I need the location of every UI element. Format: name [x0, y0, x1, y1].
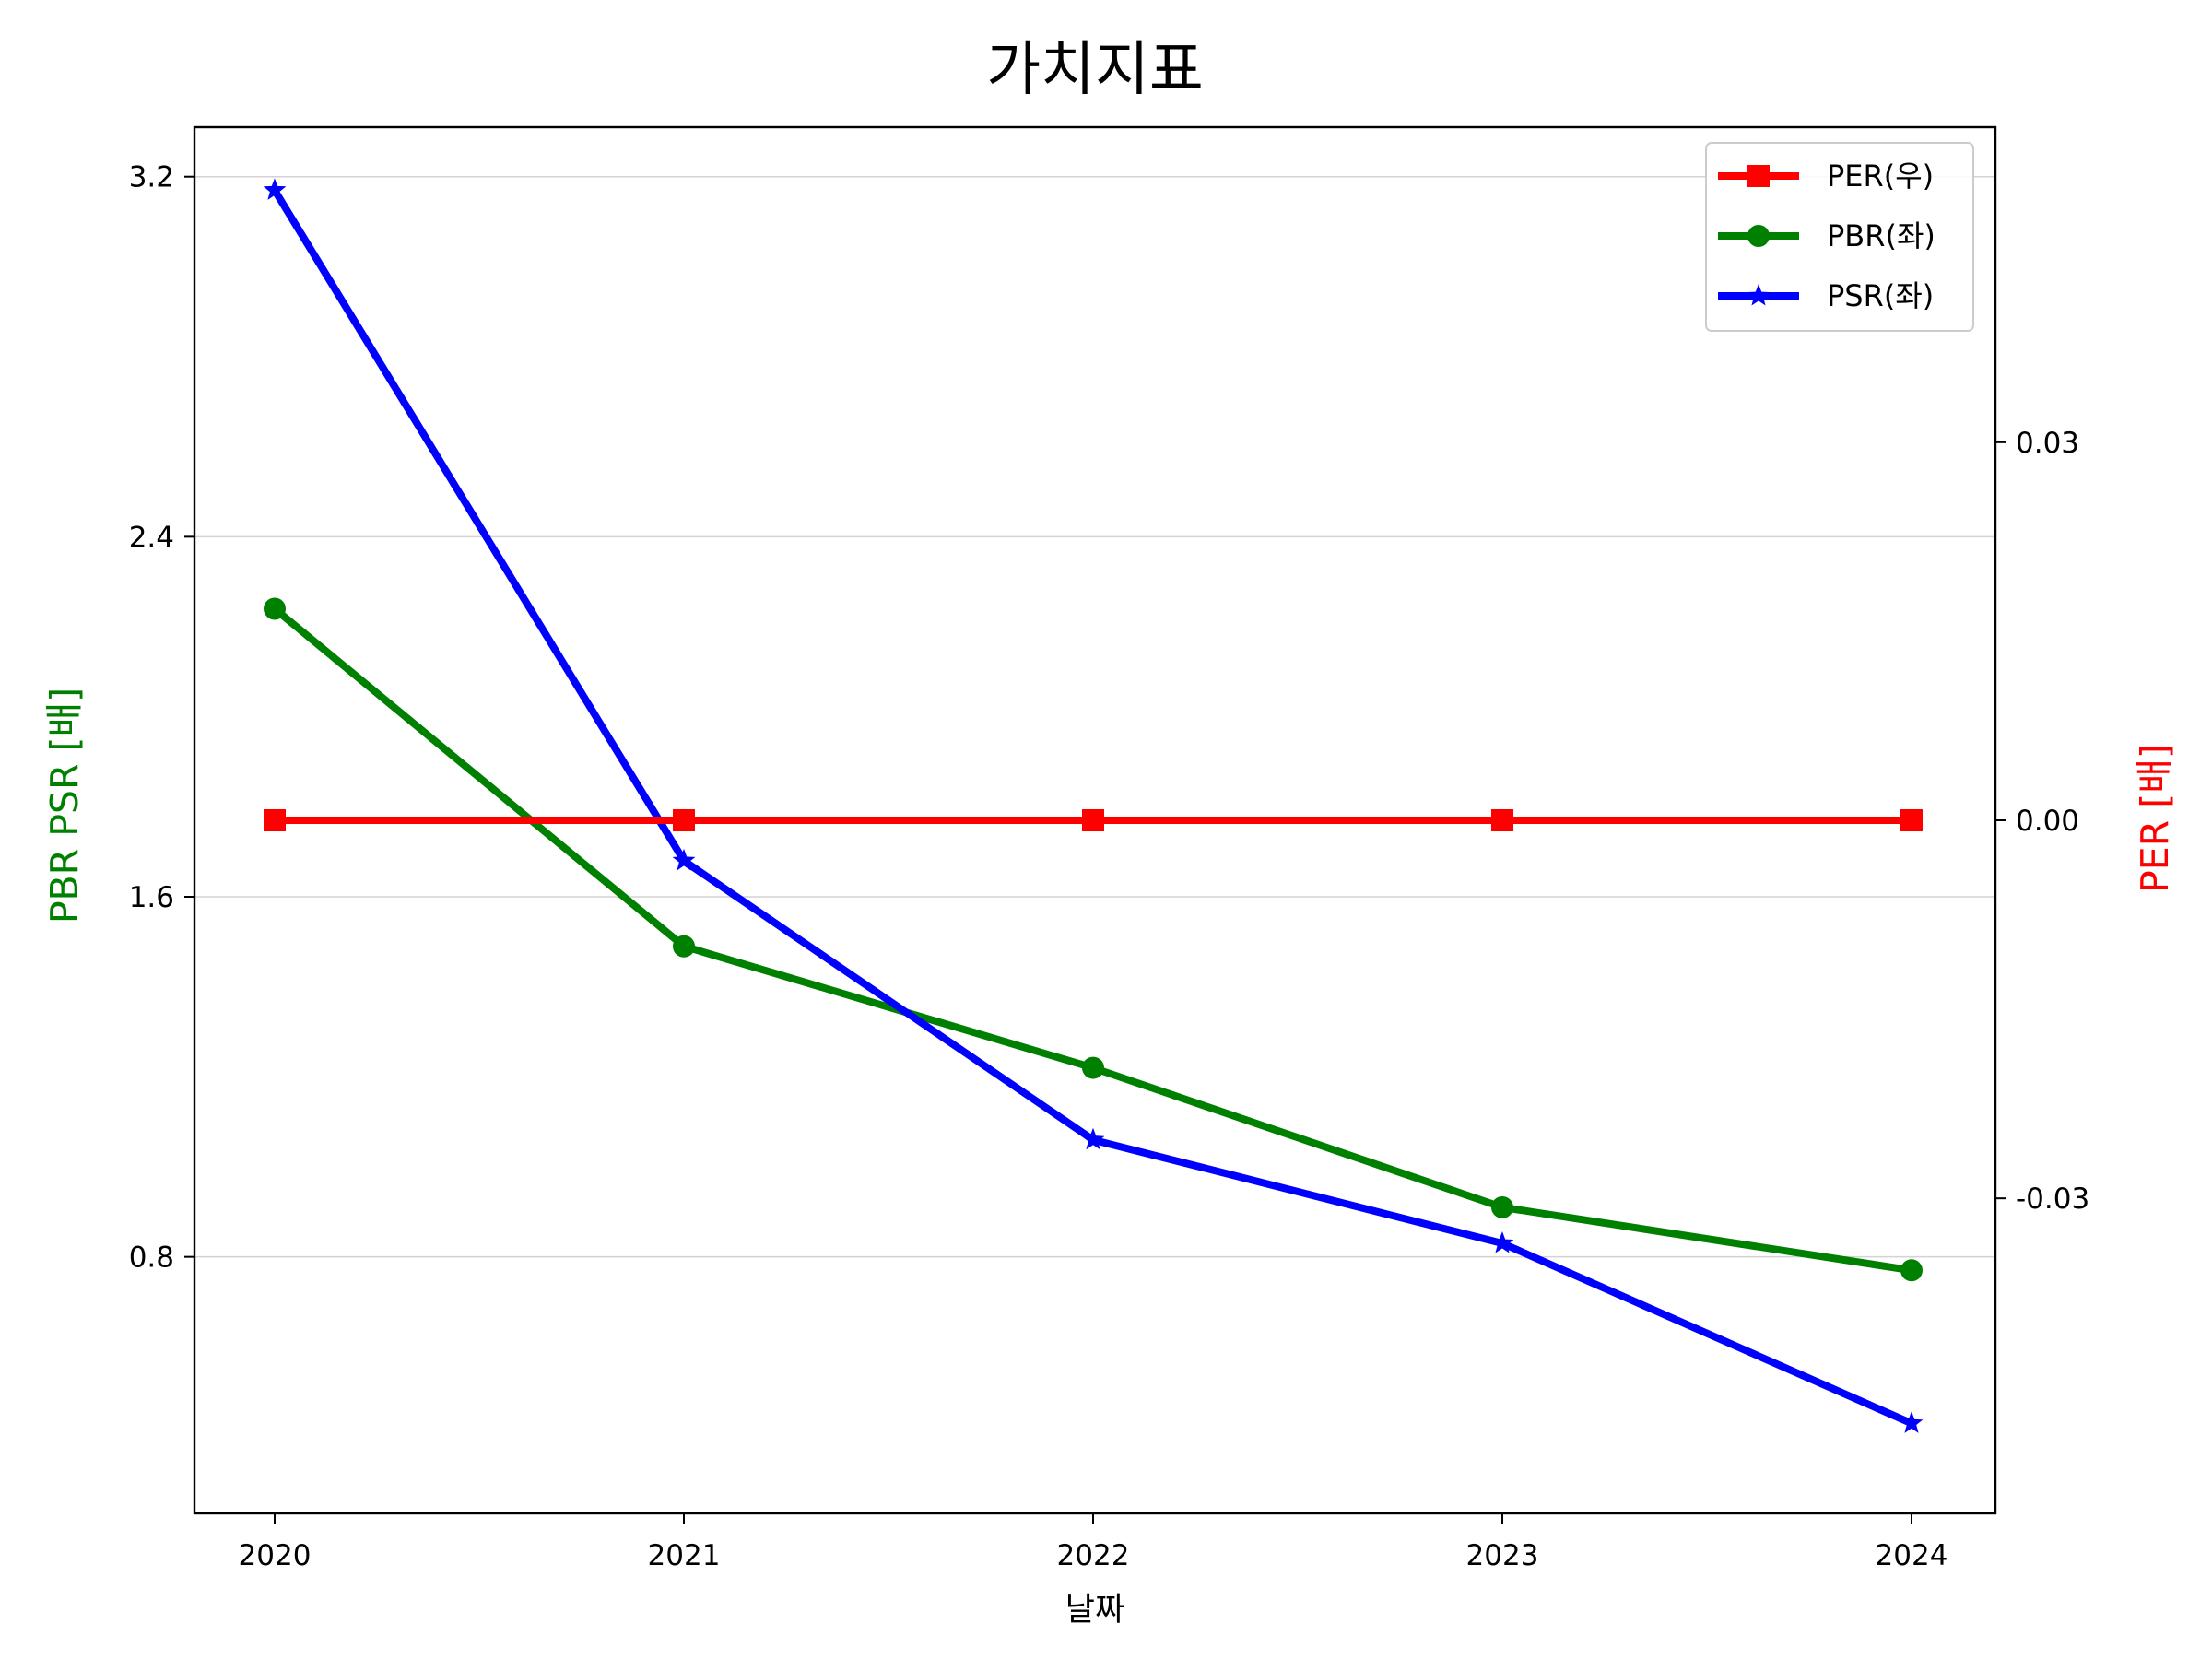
data-point — [1491, 1195, 1513, 1218]
y-tick-label-left: 2.4 — [129, 521, 174, 554]
data-point — [264, 597, 286, 620]
x-tick-label: 2020 — [239, 1539, 312, 1572]
axes: 2020 2021 2022 2023 2024 0.8 1.6 2.4 3.2 -0.03 0.0… — [129, 161, 2090, 1572]
data-point — [673, 809, 695, 831]
x-tick-label: 2024 — [1876, 1539, 1948, 1572]
y-tick-label-right: 0.03 — [2016, 427, 2079, 460]
y-tick-label-left: 1.6 — [129, 881, 174, 914]
data-point — [1082, 1056, 1104, 1079]
series-layer — [263, 178, 1924, 1433]
series-circle — [264, 597, 1923, 1282]
legend: PER(우) PBR(좌) PSR(좌) — [1705, 142, 1974, 332]
data-point — [672, 848, 696, 871]
data-point — [1081, 1127, 1105, 1150]
legend-label: PER(우) — [1827, 159, 1934, 194]
data-point — [1900, 1411, 1924, 1433]
legend-marker — [1747, 284, 1771, 306]
legend-label: PBR(좌) — [1827, 218, 1936, 253]
x-tick-label: 2022 — [1057, 1539, 1130, 1572]
data-point — [1082, 809, 1104, 831]
series-star — [263, 178, 1924, 1433]
x-tick-label: 2021 — [648, 1539, 721, 1572]
y-tick-label-right: -0.03 — [2016, 1182, 2089, 1216]
legend-label: PSR(좌) — [1827, 278, 1934, 313]
y-axis-label-right: PER [배] — [2133, 744, 2177, 893]
legend-entry: PER(우) — [1718, 159, 1934, 194]
x-tick-label: 2023 — [1466, 1539, 1539, 1572]
y-tick-label-left: 3.2 — [129, 161, 174, 194]
legend-marker — [1747, 225, 1770, 247]
data-point — [263, 178, 287, 200]
grid — [194, 175, 1995, 1258]
data-point — [1491, 809, 1513, 831]
series-square — [264, 809, 1923, 831]
data-point — [264, 809, 286, 831]
chart-title: 가치지표 — [986, 36, 1204, 104]
data-point — [673, 935, 695, 958]
legend-entry: PBR(좌) — [1718, 218, 1936, 253]
data-point — [1900, 809, 1923, 831]
x-axis-label: 날짜 — [1065, 1592, 1124, 1629]
data-point — [1490, 1231, 1514, 1253]
legend-frame — [1705, 142, 1974, 332]
y-tick-label-right: 0.00 — [2016, 805, 2079, 838]
data-point — [1900, 1259, 1923, 1282]
y-tick-label-left: 0.8 — [129, 1241, 174, 1275]
legend-marker — [1747, 165, 1770, 187]
y-axis-label-left: PBR PSR [배] — [42, 688, 87, 924]
legend-entry: PSR(좌) — [1718, 278, 1934, 313]
